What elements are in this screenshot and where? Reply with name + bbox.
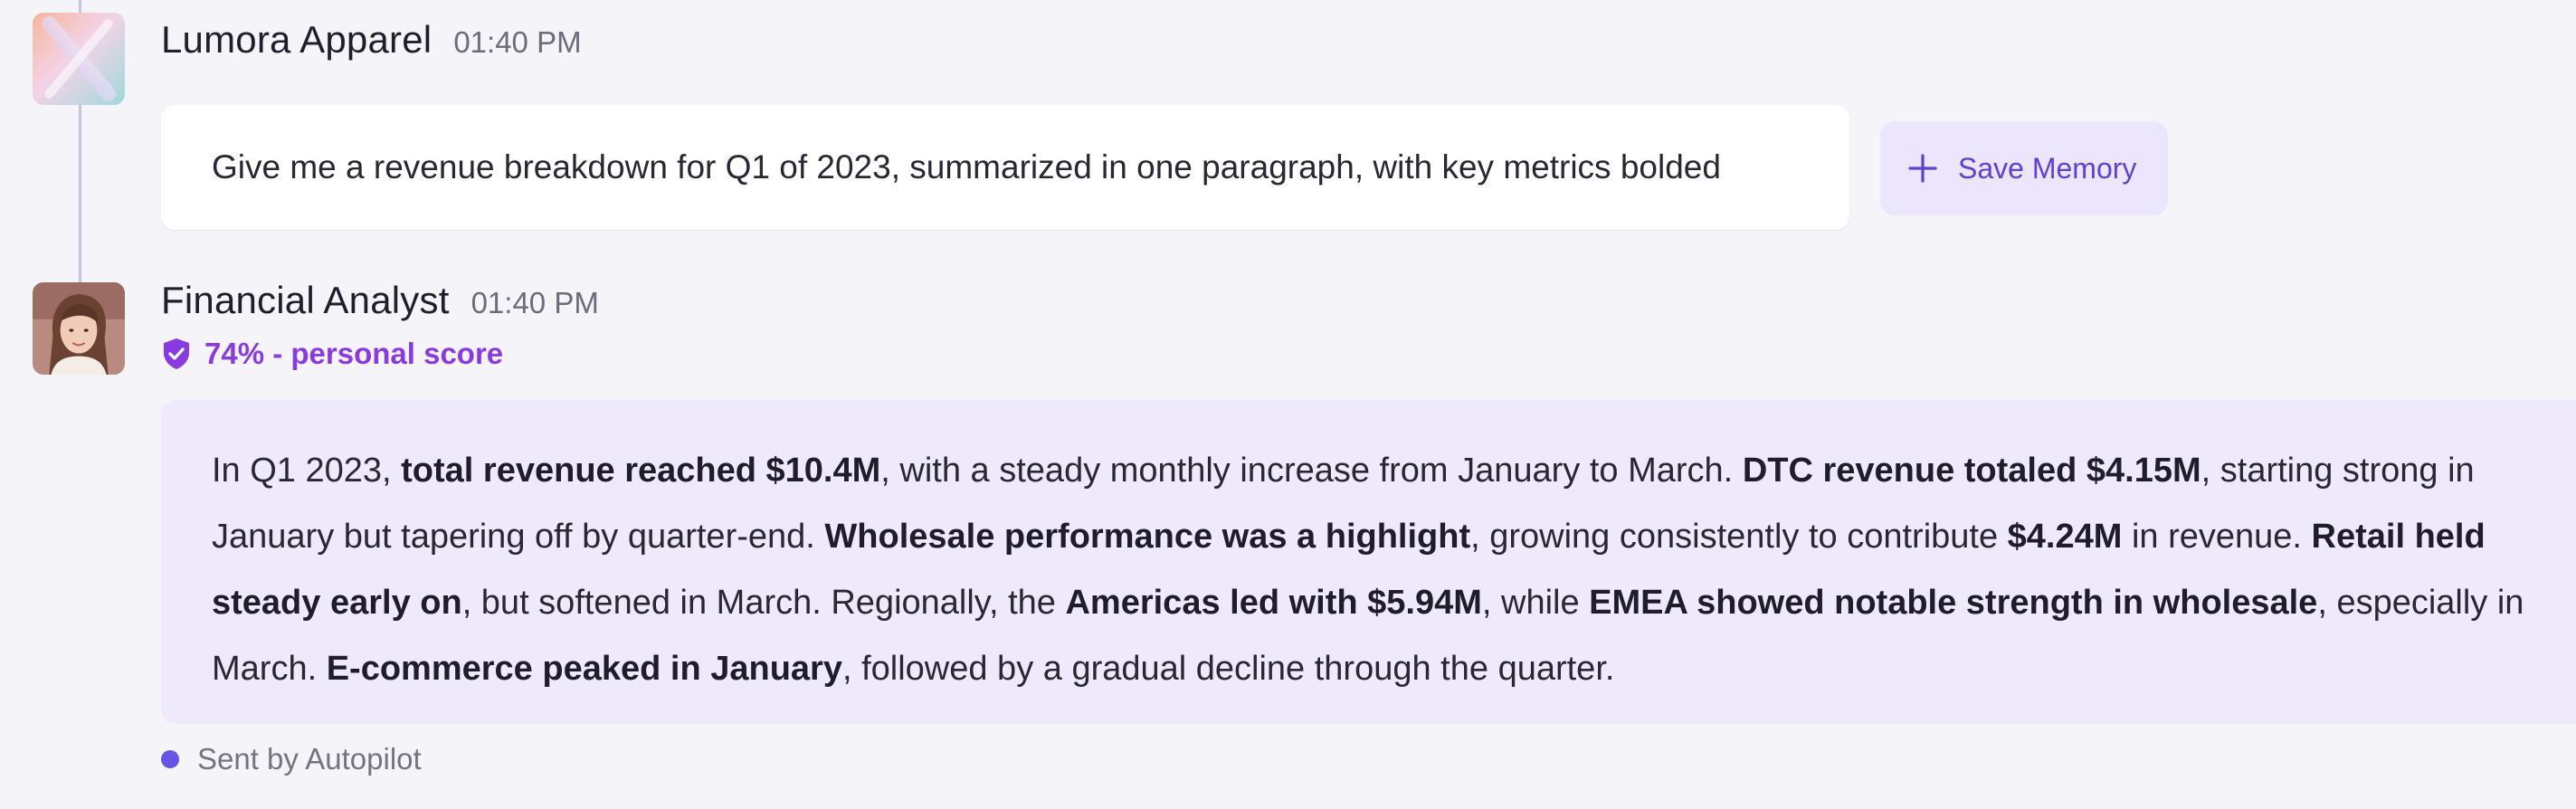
reply-text-segment: , with a steady monthly increase from Ja… [880, 452, 1743, 490]
reply-text-segment: in revenue. [2122, 518, 2312, 556]
user-sender-name: Lumora Apparel [161, 18, 433, 61]
lumora-apparel-avatar [33, 13, 125, 105]
reply-key-metric: Wholesale performance was a highlight [824, 518, 1471, 556]
sent-by-autopilot: Sent by Autopilot [161, 742, 422, 776]
reply-key-metric: total revenue reached $10.4M [401, 452, 881, 490]
reply-key-metric: EMEA showed notable strength in wholesal… [1589, 584, 2318, 622]
reply-key-metric: DTC revenue totaled $4.15M [1742, 452, 2201, 490]
reply-message-bubble: In Q1 2023, total revenue reached $10.4M… [161, 400, 2576, 724]
status-dot [161, 750, 179, 768]
thread-connector-line [79, 0, 81, 282]
reply-message-time: 01:40 PM [471, 286, 599, 319]
personal-score-label: 74% - personal score [204, 337, 504, 370]
shield-check-icon [164, 338, 189, 369]
reply-text-segment: , growing consistently to contribute [1470, 518, 2008, 556]
reply-key-metric: $4.24M [2007, 518, 2123, 556]
personal-score-badge: 74% - personal score [161, 337, 503, 371]
user-message-header: Lumora Apparel 01:40 PM [161, 18, 582, 62]
reply-text-segment: , while [1481, 584, 1590, 622]
reply-key-metric: E-commerce peaked in January [326, 650, 842, 688]
reply-sender-name: Financial Analyst [161, 279, 450, 321]
reply-message-header: Financial Analyst 01:40 PM [161, 279, 599, 322]
reply-text-segment: , starting strong in January but taperin… [212, 452, 2475, 556]
reply-message-text: In Q1 2023, total revenue reached $10.4M… [212, 452, 2524, 688]
plus-icon [1908, 154, 1937, 183]
reply-text-segment: , especially in March. [212, 584, 2524, 688]
reply-key-metric: Americas led with $5.94M [1065, 584, 1482, 622]
sent-by-label: Sent by Autopilot [197, 742, 422, 776]
reply-text-segment: , followed by a gradual decline through … [841, 650, 1615, 688]
reply-text-segment: , but softened in March. Regionally, the [461, 584, 1066, 622]
reply-text-segment: In Q1 2023, [212, 452, 402, 490]
save-memory-label: Save Memory [1958, 151, 2137, 185]
user-message-text: Give me a revenue breakdown for Q1 of 20… [212, 148, 1721, 186]
user-message-bubble: Give me a revenue breakdown for Q1 of 20… [161, 105, 1849, 230]
save-memory-button[interactable]: Save Memory [1880, 121, 2168, 215]
user-message-time: 01:40 PM [453, 25, 582, 59]
financial-analyst-avatar [33, 282, 125, 375]
reply-key-metric: Retail held steady early on [212, 518, 2486, 622]
